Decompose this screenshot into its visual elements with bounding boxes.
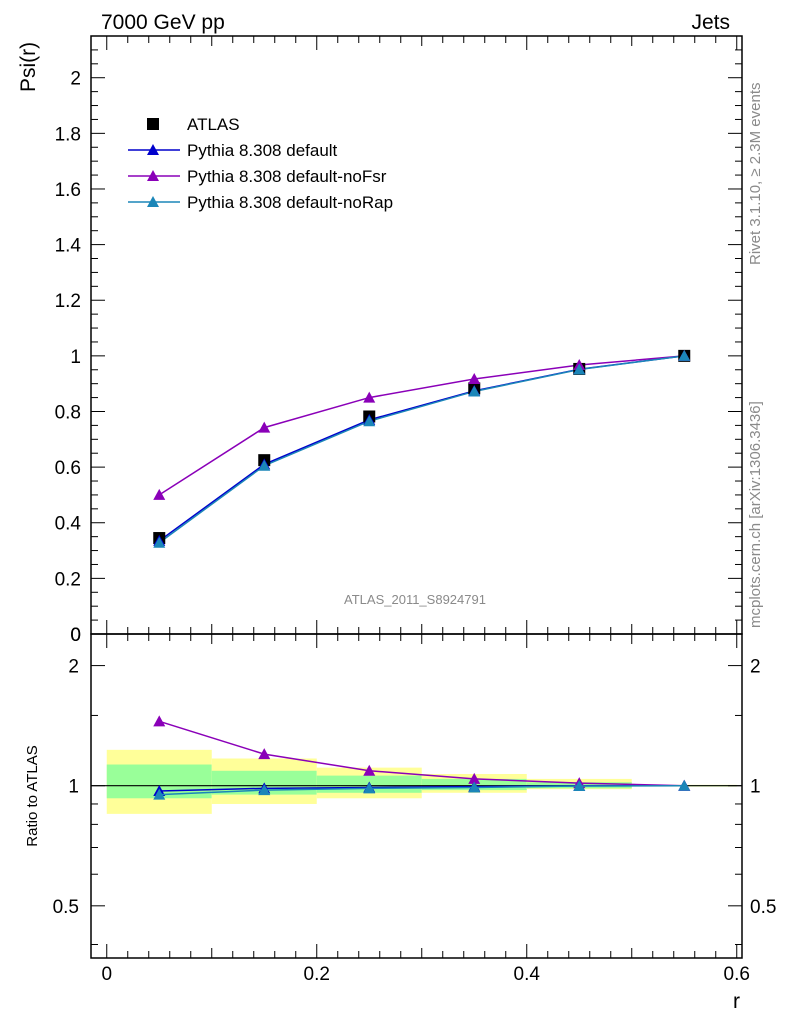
ratio-series-marker	[153, 788, 166, 800]
y-axis-label: Psi(r)	[17, 42, 40, 92]
ratio-series-marker	[153, 715, 166, 727]
series-line	[158, 355, 685, 542]
series-marker	[153, 488, 166, 500]
y-tick-label: 0	[70, 625, 81, 646]
analysis-watermark: ATLAS_2011_S8924791	[344, 592, 486, 607]
bottom-frame	[90, 633, 743, 959]
series-marker	[363, 391, 376, 403]
series-marker	[573, 363, 586, 375]
ratio-panel: 0 0.2 0.4 0.6 r 0.5 0.5 1 1 2 2 Ratio to ATLAS	[24, 633, 776, 1013]
ratio-tick-label: 0.5	[53, 897, 79, 918]
header-left: 7000 GeV pp	[101, 11, 225, 34]
ratio-series-marker	[573, 780, 586, 792]
ratio-series-marker	[678, 779, 691, 791]
legend-label: Pythia 8.308 default-noFsr	[187, 167, 387, 186]
legend-atlas-marker	[147, 118, 159, 130]
series-marker	[258, 421, 271, 433]
ratio-y-axis-label: Ratio to ATLAS	[24, 745, 41, 846]
mcplots-label: mcplots.cern.ch [arXiv:1306.3436]	[747, 401, 764, 628]
y-tick-label: 0.2	[55, 569, 81, 590]
ratio-tick-label-right: 1	[750, 777, 761, 798]
x-tick-label: 0	[101, 964, 112, 985]
series-marker	[468, 385, 481, 397]
ratio-tick-label-right: 2	[750, 657, 761, 678]
series-line	[158, 355, 685, 496]
ratio-series-marker	[468, 772, 481, 784]
y-tick-label: 1.2	[55, 291, 81, 312]
series-marker	[363, 415, 376, 427]
x-tick-label: 0.4	[514, 964, 541, 985]
y-tick-label: 1.8	[55, 124, 81, 145]
series-marker	[153, 536, 166, 548]
ratio-series-marker	[363, 764, 376, 776]
series-marker	[468, 372, 481, 384]
ratio-series-marker	[258, 784, 271, 796]
legend-label: Pythia 8.308 default-noRap	[187, 193, 393, 212]
y-tick-label: 1.6	[55, 180, 81, 201]
y-tick-label: 0.8	[55, 402, 81, 423]
ratio-series-line	[159, 784, 685, 796]
legend-label: Pythia 8.308 default	[187, 141, 338, 160]
legend-marker	[147, 196, 159, 207]
series-marker	[258, 459, 271, 471]
x-tick-label: 0.2	[304, 964, 330, 985]
x-axis-label: r	[733, 990, 740, 1013]
header-right: Jets	[691, 11, 730, 34]
legend-marker	[147, 170, 159, 181]
ratio-series-marker	[363, 782, 376, 794]
ratio-tick-label: 2	[68, 657, 79, 678]
y-tick-label: 1	[70, 347, 81, 368]
legend: ATLAS Pythia 8.308 default Pythia 8.308 de…	[128, 115, 393, 212]
y-tick-label: 0.4	[55, 514, 82, 535]
x-tick-label: 0.6	[724, 964, 750, 985]
legend-label: ATLAS	[187, 115, 240, 134]
ratio-series-line	[159, 720, 685, 787]
ratio-series-marker	[468, 781, 481, 793]
y-tick-label-zero: 0	[70, 625, 81, 646]
ratio-tick-label-right: 0.5	[750, 897, 776, 918]
ratio-series-marker	[258, 748, 271, 760]
ratio-tick-label: 1	[68, 777, 79, 798]
y-tick-label: 0.6	[55, 458, 81, 479]
y-tick-label: 1.4	[55, 236, 82, 257]
series-marker	[678, 349, 691, 361]
main-panel: 0 0.2 0.4 0.6 0.8 1 1.2 1.4 1.6 1.8 2 Psi(r) ATLAS Py…	[17, 35, 743, 646]
series-line	[158, 355, 685, 544]
y-tick-label: 2	[70, 69, 81, 90]
rivet-version-label: Rivet 3.1.10, ≥ 2.3M events	[747, 83, 764, 266]
legend-marker	[147, 144, 159, 155]
